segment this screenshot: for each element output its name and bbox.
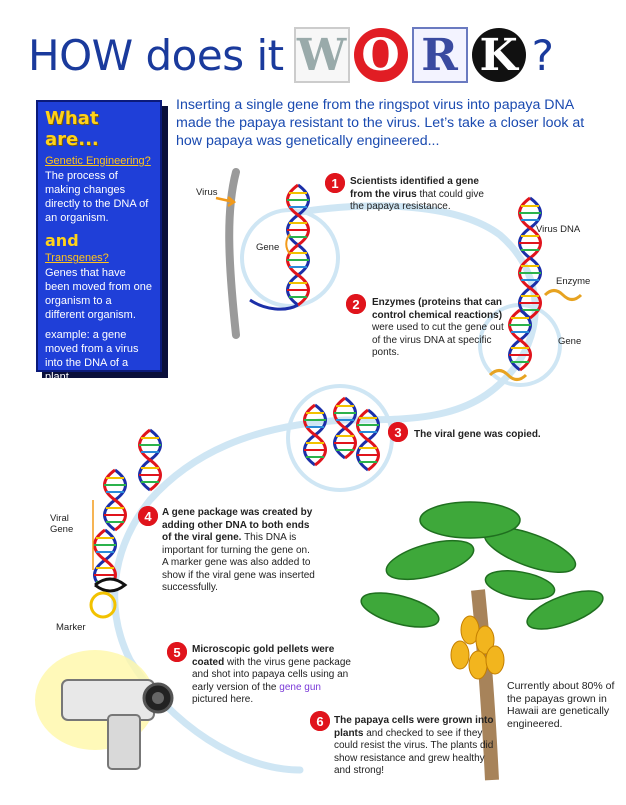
title-letter-k-gear: K <box>471 28 526 82</box>
label-gene: Gene <box>256 242 280 253</box>
label-viral-gene: Viral Gene <box>50 513 74 535</box>
gene-gun-term: gene gun <box>279 681 321 693</box>
title-question-mark: ? <box>531 30 554 80</box>
step-2-rest: were used to cut the gene out of the vir… <box>372 322 504 358</box>
step-1-rest: that could give the papaya resistance. <box>350 188 484 213</box>
definitions-sidebar: What are... Genetic Engineering? The pro… <box>36 100 162 383</box>
label-gene-cut: Gene <box>558 336 582 347</box>
label-enzyme: Enzyme <box>556 276 591 287</box>
sidebar-and: and <box>45 231 79 250</box>
step-3-bold: The viral gene was copied. <box>414 429 541 440</box>
step4-illustration <box>89 428 163 619</box>
step-2-bold: Enzymes (proteins that can control chemi… <box>372 297 503 321</box>
step-5-text: Microscopic gold pellets were coated wit… <box>192 644 352 707</box>
step-4-number: 4 <box>138 506 158 526</box>
intro-paragraph: Inserting a single gene from the ringspo… <box>176 97 585 149</box>
term-genetic-engineering: Genetic Engineering? <box>45 155 151 167</box>
step-5-tail: pictured here. <box>192 694 254 705</box>
step-1-bold: Scientists identified a gene from the vi… <box>350 176 479 200</box>
title-letter-o-gear: O <box>353 28 408 82</box>
step-5-rest: with the virus gene package and shot int… <box>192 656 351 693</box>
step-3-text: The viral gene was copied. <box>414 429 564 442</box>
definition-genetic-engineering: The process of making changes directly t… <box>45 170 149 224</box>
sidebar-example: example: a gene moved from a virus into … <box>45 329 139 383</box>
step-4-bold: A gene package was created by adding oth… <box>162 507 313 543</box>
step-6-number: 6 <box>310 711 330 731</box>
step-2-number: 2 <box>346 294 366 314</box>
sidebar-heading: What are... <box>45 108 99 150</box>
papaya-tree-illustration <box>360 501 604 781</box>
page-title: HOW does it W O R K ? <box>28 22 554 88</box>
step3-illustration <box>286 384 394 492</box>
papaya-fact: Currently about 80% of the papayas grown… <box>507 680 615 730</box>
step-5-number: 5 <box>167 642 187 662</box>
gene-gun-illustration <box>35 650 174 770</box>
step1-illustration <box>215 168 340 339</box>
step-3-number: 3 <box>388 422 408 442</box>
title-text: HOW does it <box>28 30 284 80</box>
label-virus-dna: Virus DNA <box>536 224 581 235</box>
step2-illustration <box>478 196 583 387</box>
step-6-rest: and checked to see if they could resist … <box>334 727 494 777</box>
step-4-text: A gene package was created by adding oth… <box>162 507 318 595</box>
step-6-text: The papaya cells were grown into plants … <box>334 715 500 778</box>
definition-transgenes: Genes that have been moved from one orga… <box>45 267 153 321</box>
step-1-text: Scientists identified a gene from the vi… <box>350 176 500 214</box>
step-2-text: Enzymes (proteins that can control chemi… <box>372 297 512 360</box>
label-marker: Marker <box>56 622 86 633</box>
step-1-number: 1 <box>325 173 345 193</box>
title-letter-r-blueprint: R <box>411 27 468 83</box>
title-letter-w: W <box>293 27 350 83</box>
step-6-bold: The papaya cells were grown into plants <box>334 715 494 739</box>
step-4-rest: This DNA is important for turning the ge… <box>162 532 315 593</box>
label-virus: Virus <box>196 187 218 198</box>
step-5-bold: Microscopic gold pellets were coated <box>192 644 335 668</box>
term-transgenes: Transgenes? <box>45 252 109 264</box>
